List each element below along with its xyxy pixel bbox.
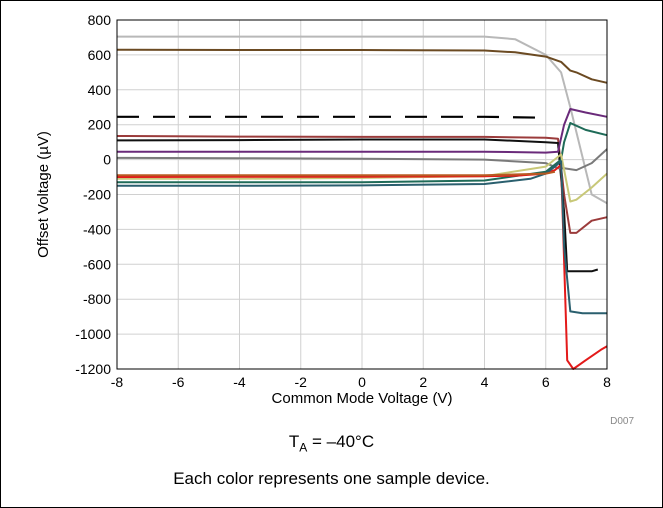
x-tick-label: 8 (603, 374, 611, 390)
grid (116, 19, 608, 370)
x-tick-label: 2 (419, 374, 427, 390)
y-tick-label: 800 (88, 12, 112, 28)
y-tick-label: -1000 (75, 326, 111, 342)
x-tick-label: 4 (481, 374, 489, 390)
series-line-4 (116, 135, 608, 234)
condition-subscript: A (299, 440, 308, 455)
condition-symbol: T (288, 432, 300, 451)
x-tick-label: 6 (542, 374, 550, 390)
series-line-5 (116, 138, 599, 273)
y-tick-label: -400 (83, 221, 111, 237)
series-line-12 (117, 170, 556, 177)
series-line-8 (117, 122, 608, 184)
x-tick-label: -2 (295, 374, 308, 390)
y-tick-label: -800 (83, 291, 111, 307)
y-axis-title: Offset Voltage (µV) (35, 131, 52, 258)
y-tick-label: 0 (103, 152, 111, 168)
series-line-1 (117, 35, 608, 205)
series-line-11 (117, 160, 607, 315)
y-tick-label: -600 (83, 256, 111, 272)
y-tick-label: -1200 (75, 361, 111, 377)
series-line-10 (116, 163, 608, 370)
x-tick-label: -4 (233, 374, 246, 390)
plot-border (116, 19, 608, 370)
temperature-condition: TA = –40°C (0, 432, 663, 454)
series-lines (116, 35, 608, 370)
x-axis-title: Common Mode Voltage (V) (272, 390, 453, 407)
y-tick-label: 600 (88, 47, 112, 63)
series-line-6 (117, 108, 608, 154)
y-tick-label: 400 (88, 82, 112, 98)
y-tick-labels: 800 600 400 200 0 -200 -400 -600 -800 -1000 -1200 (75, 12, 111, 377)
series-line-2 (116, 48, 608, 84)
series-line-3 (117, 115, 546, 119)
y-tick-label: 200 (88, 117, 112, 133)
condition-value: = –40°C (307, 432, 375, 451)
y-tick-label: -200 (83, 187, 111, 203)
figure-id: D007 (610, 416, 634, 427)
series-line-9 (117, 153, 608, 203)
x-tick-label: -6 (172, 374, 185, 390)
x-tick-labels: -8 -6 -4 -2 0 2 4 6 8 (111, 374, 611, 390)
x-tick-label: -8 (111, 374, 124, 390)
x-tick-label: 0 (358, 374, 366, 390)
sample-note: Each color represents one sample device. (173, 469, 490, 488)
